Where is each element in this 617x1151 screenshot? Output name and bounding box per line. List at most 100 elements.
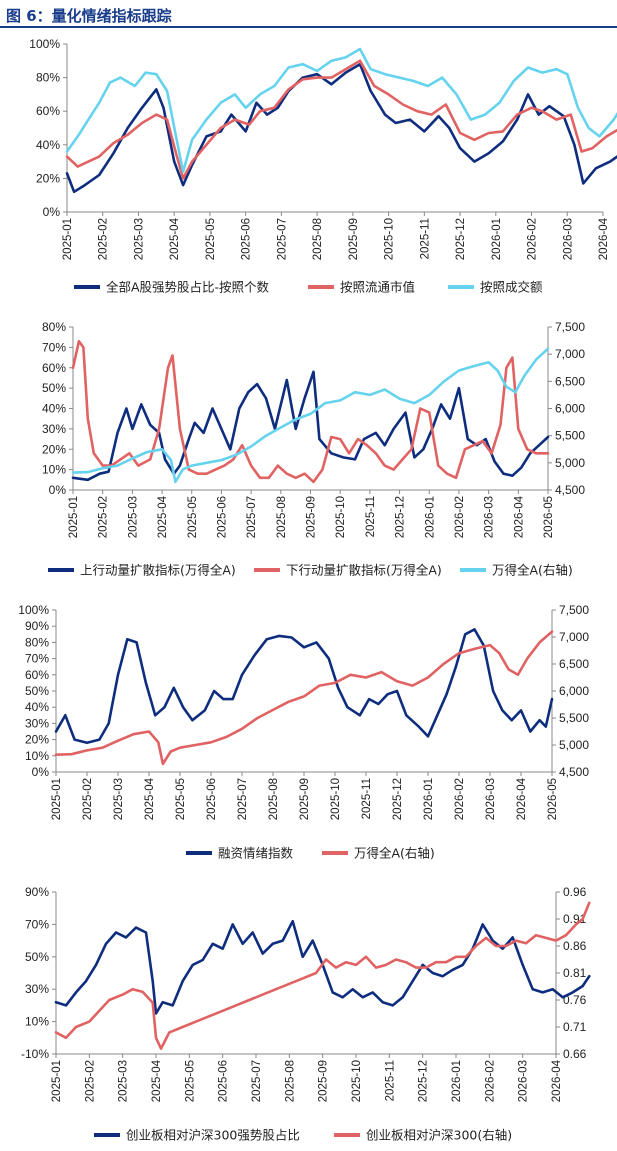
legend-label: 上行动量扩散指标(万得全A): [80, 563, 236, 578]
x-tick-label: 2025-04: [144, 777, 156, 820]
x-tick-label: 2025-07: [237, 778, 249, 820]
x-tick-label: 2025-11: [384, 1060, 396, 1101]
legend-label: 万得全A(右轴): [492, 563, 573, 578]
series-line-1: [71, 370, 550, 482]
x-tick-label: 2025-08: [312, 218, 324, 260]
x-tick-label: 2025-06: [206, 778, 218, 820]
legend-label: 融资情绪指数: [218, 846, 294, 861]
x-tick-label: 2025-05: [187, 496, 199, 538]
y-tick-label-left: 10%: [25, 749, 49, 763]
y-tick-label-right: 7,500: [559, 603, 589, 617]
x-tick-label: 2025-03: [118, 1060, 130, 1102]
y-tick-label-left: 40%: [25, 700, 49, 714]
x-tick-label: 2025-04: [151, 1059, 163, 1102]
y-tick-label-right: 7,000: [559, 630, 589, 644]
x-tick-label: 2025-08: [276, 496, 288, 538]
y-tick-label-left: 90%: [25, 619, 49, 633]
x-tick-label: 2025-05: [175, 778, 187, 820]
y-tick-label-left: 30%: [42, 422, 66, 436]
series-line-2: [65, 59, 617, 180]
y-tick-label-right: 0.76: [563, 993, 587, 1007]
y-tick-label-left: 20%: [36, 171, 60, 185]
x-tick-label: 2025-02: [84, 1060, 96, 1102]
x-tick-label: 2025-01: [51, 1060, 63, 1102]
chart-3: 0% 10% 20% 30% 40% 50% 60% 70% 80% 90% 100% 4,500 5,…: [18, 603, 589, 861]
y-tick-label-right: 4,500: [559, 765, 589, 779]
y-tick-label-right: 0.91: [563, 912, 587, 926]
y-tick-label-left: -10%: [21, 1047, 49, 1061]
y-tick-label-left: 40%: [36, 138, 60, 152]
y-tick-label-left: 10%: [25, 1015, 49, 1029]
series-line-1: [54, 919, 591, 1015]
x-tick-label: 2025-10: [330, 778, 342, 820]
y-tick-label-right: 5,000: [559, 738, 589, 752]
y-tick-label-left: 80%: [25, 635, 49, 649]
x-tick-label: 2025-01: [51, 778, 63, 820]
x-tick-label: 2025-01: [68, 496, 80, 538]
x-tick-label: 2025-04: [157, 495, 169, 538]
x-tick-label: 2025-02: [98, 218, 110, 260]
y-tick-label-right: 5,000: [555, 456, 585, 470]
x-tick-label: 2026-01: [451, 1060, 463, 1102]
x-tick-label: 2025-12: [418, 1060, 430, 1102]
x-tick-label: 2025-09: [299, 778, 311, 820]
x-tick-label: 2025-05: [184, 1060, 196, 1102]
x-tick-label: 2025-10: [351, 1060, 363, 1102]
y-tick-label-right: 7,000: [555, 347, 585, 361]
y-tick-label-left: 80%: [42, 320, 66, 334]
x-tick-label: 2025-11: [419, 218, 431, 259]
y-tick-label-right: 0.96: [563, 885, 587, 899]
y-tick-label-left: 50%: [25, 950, 49, 964]
x-tick-label: 2026-03: [484, 496, 496, 538]
y-tick-label-right: 0.81: [563, 966, 587, 980]
x-tick-label: 2026-01: [424, 496, 436, 538]
y-tick-label-right: 5,500: [555, 429, 585, 443]
series-line-3: [71, 347, 550, 484]
x-tick-label: 2026-03: [562, 218, 574, 260]
x-tick-label: 2025-01: [62, 218, 74, 260]
series-line-2: [54, 901, 591, 1050]
chart-1: 0% 20% 40% 60% 80% 100% 2025-01 2025-02 2025-03 2…: [29, 37, 617, 295]
legend-label: 全部A股强势股占比-按照个数: [106, 280, 270, 295]
x-tick-label: 2026-05: [547, 778, 559, 820]
x-tick-label: 2026-04: [598, 217, 610, 260]
y-tick-label-right: 5,500: [559, 711, 589, 725]
x-tick-label: 2026-02: [527, 218, 539, 260]
x-tick-label: 2025-12: [392, 778, 404, 820]
series-line-3: [65, 47, 617, 173]
x-tick-label: 2026-01: [491, 218, 503, 260]
y-tick-label-left: 40%: [42, 402, 66, 416]
y-tick-label-right: 4,500: [555, 483, 585, 497]
legend-label: 下行动量扩散指标(万得全A): [286, 563, 442, 578]
x-tick-label: 2025-03: [133, 218, 145, 260]
x-tick-label: 2025-08: [268, 778, 280, 820]
x-tick-label: 2026-04: [551, 1059, 563, 1102]
x-tick-label: 2025-04: [169, 217, 181, 260]
series-line-1: [65, 62, 617, 194]
x-tick-label: 2025-06: [216, 496, 228, 538]
x-tick-label: 2025-06: [241, 218, 253, 260]
x-tick-label: 2026-04: [516, 777, 528, 820]
x-tick-label: 2025-02: [98, 496, 110, 538]
x-tick-label: 2025-10: [384, 218, 396, 260]
x-tick-label: 2025-11: [361, 778, 373, 819]
x-tick-label: 2025-09: [348, 218, 360, 260]
x-tick-label: 2025-12: [395, 496, 407, 538]
x-tick-label: 2025-06: [218, 1060, 230, 1102]
x-tick-label: 2025-07: [251, 1060, 263, 1102]
x-tick-label: 2025-03: [127, 496, 139, 538]
y-tick-label-left: 70%: [25, 652, 49, 666]
x-tick-label: 2025-09: [306, 496, 318, 538]
figure-header: 图 6：量化情绪指标跟踪: [0, 0, 617, 28]
y-tick-label-right: 6,000: [555, 402, 585, 416]
y-tick-label-right: 0.86: [563, 939, 587, 953]
y-tick-label-left: 60%: [25, 668, 49, 682]
y-tick-label-left: 80%: [36, 71, 60, 85]
y-tick-label-left: 0%: [43, 205, 61, 219]
figure-title: 图 6：量化情绪指标跟踪: [6, 7, 172, 25]
y-tick-label-left: 50%: [25, 684, 49, 698]
y-tick-label-right: 6,500: [555, 374, 585, 388]
series-line-2: [54, 630, 554, 766]
y-tick-label-left: 70%: [25, 917, 49, 931]
